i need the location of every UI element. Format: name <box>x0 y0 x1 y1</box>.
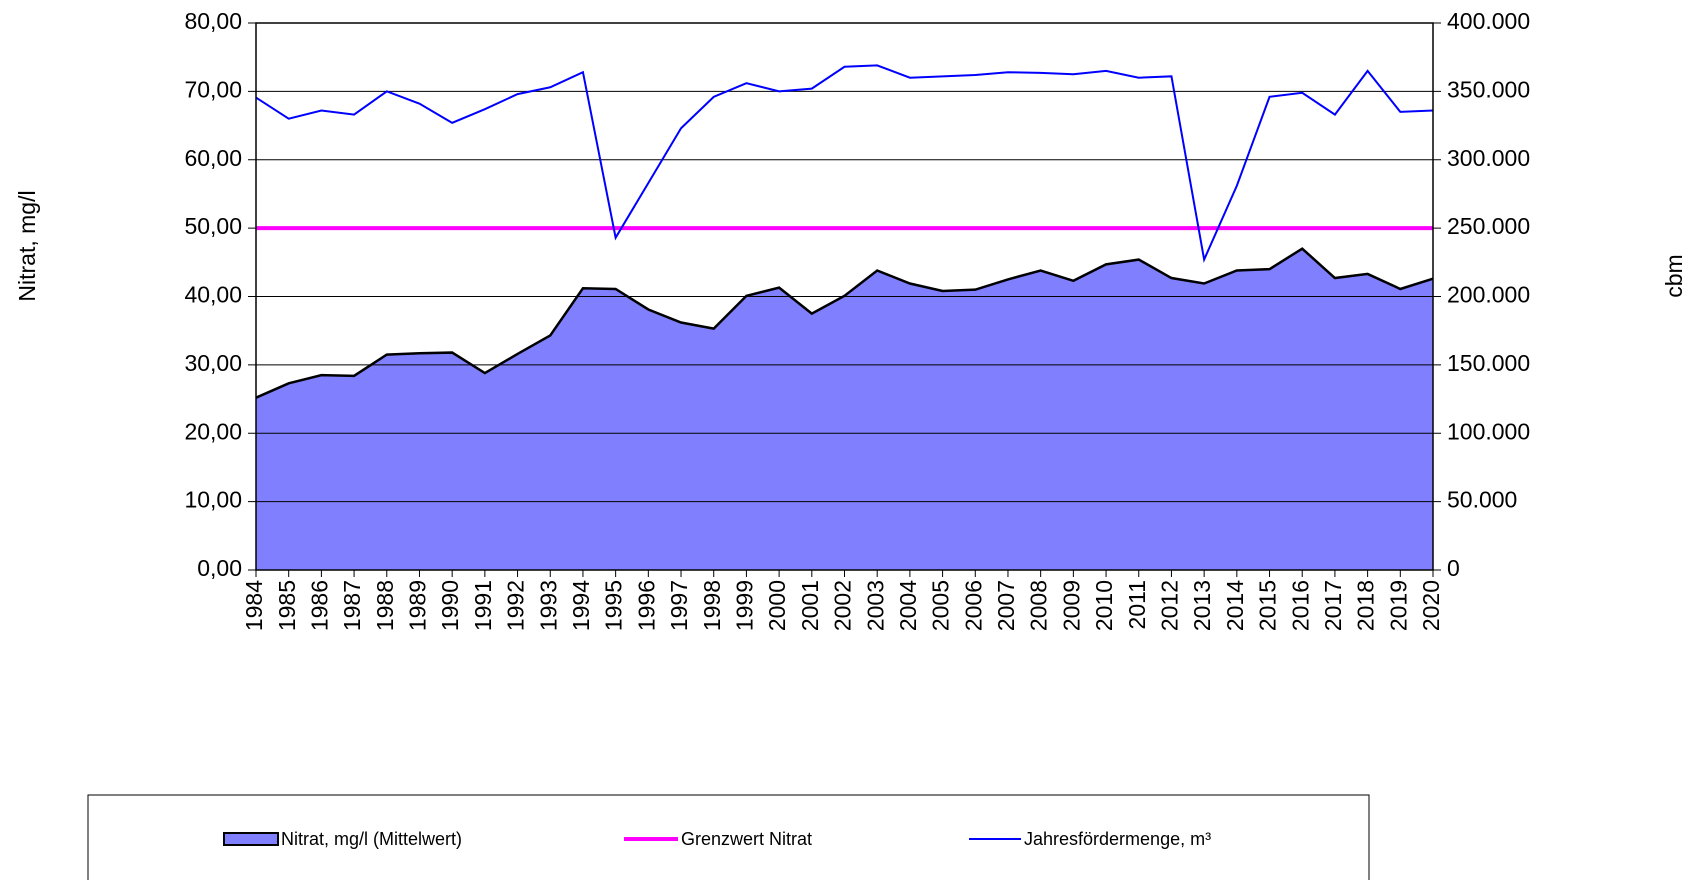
x-tick-label: 2020 <box>1418 580 1444 631</box>
y2-tick-label: 350.000 <box>1447 76 1530 102</box>
x-tick-label: 2016 <box>1287 580 1313 631</box>
legend-label: Jahresfördermenge, m³ <box>1024 829 1211 849</box>
x-tick-label: 1989 <box>405 580 431 631</box>
x-tick-label: 2008 <box>1026 580 1052 631</box>
y-tick-label: 0,00 <box>197 555 242 581</box>
x-tick-label: 1996 <box>633 580 659 631</box>
line <box>255 64 1434 263</box>
x-tick-label: 2007 <box>993 580 1019 631</box>
y-tick-label: 70,00 <box>184 76 242 102</box>
x-tick-label: 2005 <box>928 580 954 631</box>
x-tick-label: 1992 <box>503 580 529 631</box>
x-tick-label: 2009 <box>1058 580 1084 631</box>
y2-tick-label: 0 <box>1447 555 1460 581</box>
x-tick-label: 1998 <box>699 580 725 631</box>
x-tick-label: 1984 <box>241 580 267 631</box>
area-outline <box>255 247 1434 399</box>
y-tick-label: 80,00 <box>184 8 242 34</box>
x-tick-label: 2012 <box>1157 580 1183 631</box>
x-tick-label: 2002 <box>830 580 856 631</box>
x-tick-label: 2010 <box>1091 580 1117 631</box>
y2-axis-label: cbm <box>1661 254 1687 297</box>
x-tick-label: 2018 <box>1353 580 1379 631</box>
y2-tick-label: 300.000 <box>1447 145 1530 171</box>
x-tick-label: 2011 <box>1124 580 1150 629</box>
y-tick-label: 60,00 <box>184 145 242 171</box>
x-tick-label: 2014 <box>1222 580 1248 631</box>
y-tick-label: 40,00 <box>184 282 242 308</box>
y2-tick-label: 50.000 <box>1447 487 1517 513</box>
x-tick-label: 2004 <box>895 580 921 631</box>
y-tick-label: 30,00 <box>184 350 242 376</box>
x-tick-label: 2015 <box>1255 580 1281 631</box>
legend-label: Nitrat, mg/l (Mittelwert) <box>281 829 462 849</box>
x-tick-label: 2013 <box>1189 580 1215 631</box>
x-tick-label: 1985 <box>274 580 300 631</box>
x-tick-label: 2006 <box>960 580 986 631</box>
legend-box <box>87 794 1370 880</box>
area <box>256 248 1433 570</box>
y-tick-label: 20,00 <box>184 418 242 444</box>
x-tick-label: 1986 <box>306 580 332 631</box>
x-tick-label: 2019 <box>1385 580 1411 631</box>
x-tick-label: 1988 <box>372 580 398 631</box>
y2-tick-label: 250.000 <box>1447 213 1530 239</box>
y-tick-label: 50,00 <box>184 213 242 239</box>
y2-tick-label: 400.000 <box>1447 8 1530 34</box>
x-tick-label: 2001 <box>797 580 823 631</box>
x-tick-label: 2000 <box>764 580 790 631</box>
x-tick-label: 1990 <box>437 580 463 631</box>
x-tick-label: 1999 <box>731 580 757 631</box>
x-tick-label: 1995 <box>601 580 627 631</box>
y-axis-label: Nitrat, mg/l <box>14 190 40 301</box>
x-tick-label: 2017 <box>1320 580 1346 631</box>
x-tick-label: 1997 <box>666 580 692 631</box>
x-tick-label: 2003 <box>862 580 888 631</box>
y2-tick-label: 150.000 <box>1447 350 1530 376</box>
x-tick-label: 1993 <box>535 580 561 631</box>
legend-label: Grenzwert Nitrat <box>681 829 812 849</box>
y-tick-label: 10,00 <box>184 487 242 513</box>
legend-swatch <box>223 832 279 846</box>
x-tick-label: 1991 <box>470 580 496 631</box>
x-tick-label: 1994 <box>568 580 594 631</box>
y2-tick-label: 200.000 <box>1447 282 1530 308</box>
x-tick-label: 1987 <box>339 580 365 631</box>
y2-tick-label: 100.000 <box>1447 418 1530 444</box>
